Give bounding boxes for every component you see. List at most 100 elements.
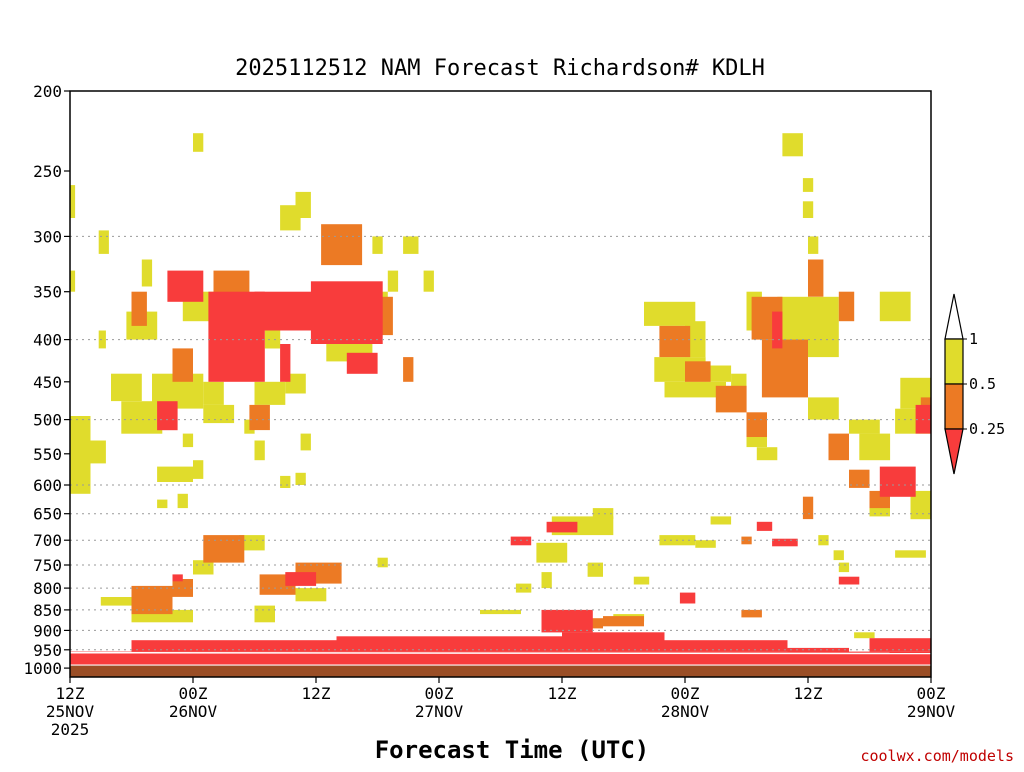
y-tick-label: 650: [33, 505, 62, 524]
heatmap-cell: [300, 433, 311, 451]
heatmap-cell: [756, 521, 773, 531]
heatmap-cell: [828, 433, 849, 461]
x-tick-label: 2025: [51, 720, 90, 739]
heatmap-cell: [480, 609, 521, 615]
heatmap-cell: [193, 560, 214, 575]
heatmap-cell: [403, 236, 419, 254]
heatmap-cell: [172, 574, 183, 582]
heatmap-cell: [254, 291, 316, 331]
y-tick-label: 450: [33, 373, 62, 392]
heatmap-cell: [869, 638, 931, 652]
heatmap-cell: [70, 270, 76, 292]
heatmap-cell: [336, 636, 562, 652]
heatmap-cell: [587, 562, 603, 577]
y-tick-label: 200: [33, 82, 62, 101]
heatmap-cell: [100, 597, 132, 606]
heatmap-cell: [131, 291, 147, 326]
heatmap-cell: [854, 632, 875, 639]
heatmap-cell: [387, 270, 399, 292]
y-tick-label: 400: [33, 331, 62, 350]
heatmap-cell: [321, 224, 363, 266]
heatmap-cell: [295, 588, 327, 602]
heatmap-cell: [515, 583, 532, 593]
x-tick-label: 12Z: [548, 684, 577, 703]
heatmap-cell: [772, 311, 783, 349]
heatmap-cell: [802, 496, 814, 520]
heatmap-cell: [761, 339, 808, 398]
heatmap-cell: [756, 447, 778, 461]
heatmap-cell: [141, 259, 153, 287]
y-tick-label: 600: [33, 476, 62, 495]
heatmap-cell: [782, 133, 803, 157]
heatmap-cell: [98, 230, 109, 254]
heatmap-cell: [177, 493, 188, 509]
heatmap-cell: [710, 516, 732, 525]
heatmap-cell: [157, 499, 168, 509]
x-axis-label: Forecast Time (UTC): [375, 736, 650, 764]
x-tick-label: 00Z: [425, 684, 454, 703]
heatmap-cell: [849, 469, 870, 488]
y-tick-label: 900: [33, 621, 62, 640]
heatmap-cell: [280, 344, 291, 382]
heatmap-cell: [203, 535, 245, 563]
heatmap-cell: [685, 361, 711, 382]
heatmap-cell: [679, 592, 696, 604]
y-tick-label: 550: [33, 445, 62, 464]
x-tick-label: 00Z: [671, 684, 700, 703]
heatmap-cell: [592, 508, 614, 520]
heatmap-cell: [808, 397, 839, 420]
x-tick-label: 27NOV: [415, 702, 464, 721]
heatmap-cell: [157, 466, 193, 482]
heatmap-cell: [285, 373, 306, 394]
heatmap-cell: [895, 550, 926, 558]
heatmap-cell: [802, 201, 814, 218]
layer-streak: [69, 652, 932, 655]
y-tick-label: 950: [33, 641, 62, 660]
heatmap-cell: [193, 460, 204, 479]
heatmap-cell: [377, 557, 388, 568]
heatmap-cell: [70, 651, 931, 665]
heatmap-cell: [310, 281, 383, 344]
heatmap-cell: [70, 416, 91, 494]
heatmap-cell: [203, 404, 235, 424]
heatmap-cell: [295, 191, 311, 218]
heatmap-cell: [172, 348, 193, 382]
heatmap-cell: [808, 259, 824, 297]
plot-frame: [69, 90, 932, 678]
heatmap-cell: [849, 419, 880, 434]
heatmap-cell: [715, 385, 747, 413]
heatmap-cell: [98, 330, 106, 349]
heatmap-cell: [664, 381, 726, 398]
heatmap-cell: [741, 609, 762, 618]
x-tick-label: 00Z: [917, 684, 946, 703]
heatmap-cell: [346, 352, 378, 374]
heatmap-cell: [541, 609, 593, 633]
y-tick-label: 700: [33, 531, 62, 550]
heatmap-cell: [818, 535, 829, 546]
heatmap-cell: [157, 401, 178, 431]
heatmap-cell: [879, 466, 916, 497]
y-axis: 200 250 300 350 400 450 500 550 600 650 700 750 800 8…: [23, 82, 70, 678]
x-tick-label: 28NOV: [661, 702, 710, 721]
y-tick-label: 800: [33, 579, 62, 598]
heatmap-cell: [838, 576, 860, 585]
x-tick-label: 00Z: [179, 684, 208, 703]
credit-text: coolwx.com/models: [860, 747, 1014, 765]
x-tick-label: 25NOV: [46, 702, 95, 721]
heatmap-cell: [264, 325, 281, 349]
heatmap-cell: [203, 381, 224, 405]
y-tick-label: 500: [33, 411, 62, 430]
heatmap-cell: [746, 412, 767, 437]
legend-arrow-bottom: [944, 428, 964, 475]
ground-layer: [70, 665, 931, 677]
heatmap-cell: [546, 521, 578, 533]
heatmap-cell: [254, 605, 275, 623]
heatmap-cell: [659, 325, 691, 358]
heatmap-cell: [372, 236, 383, 254]
heatmap-cell: [249, 404, 270, 431]
heatmap-cell: [254, 440, 265, 461]
heatmap-cell: [131, 585, 173, 615]
heatmap-cell: [910, 490, 931, 520]
